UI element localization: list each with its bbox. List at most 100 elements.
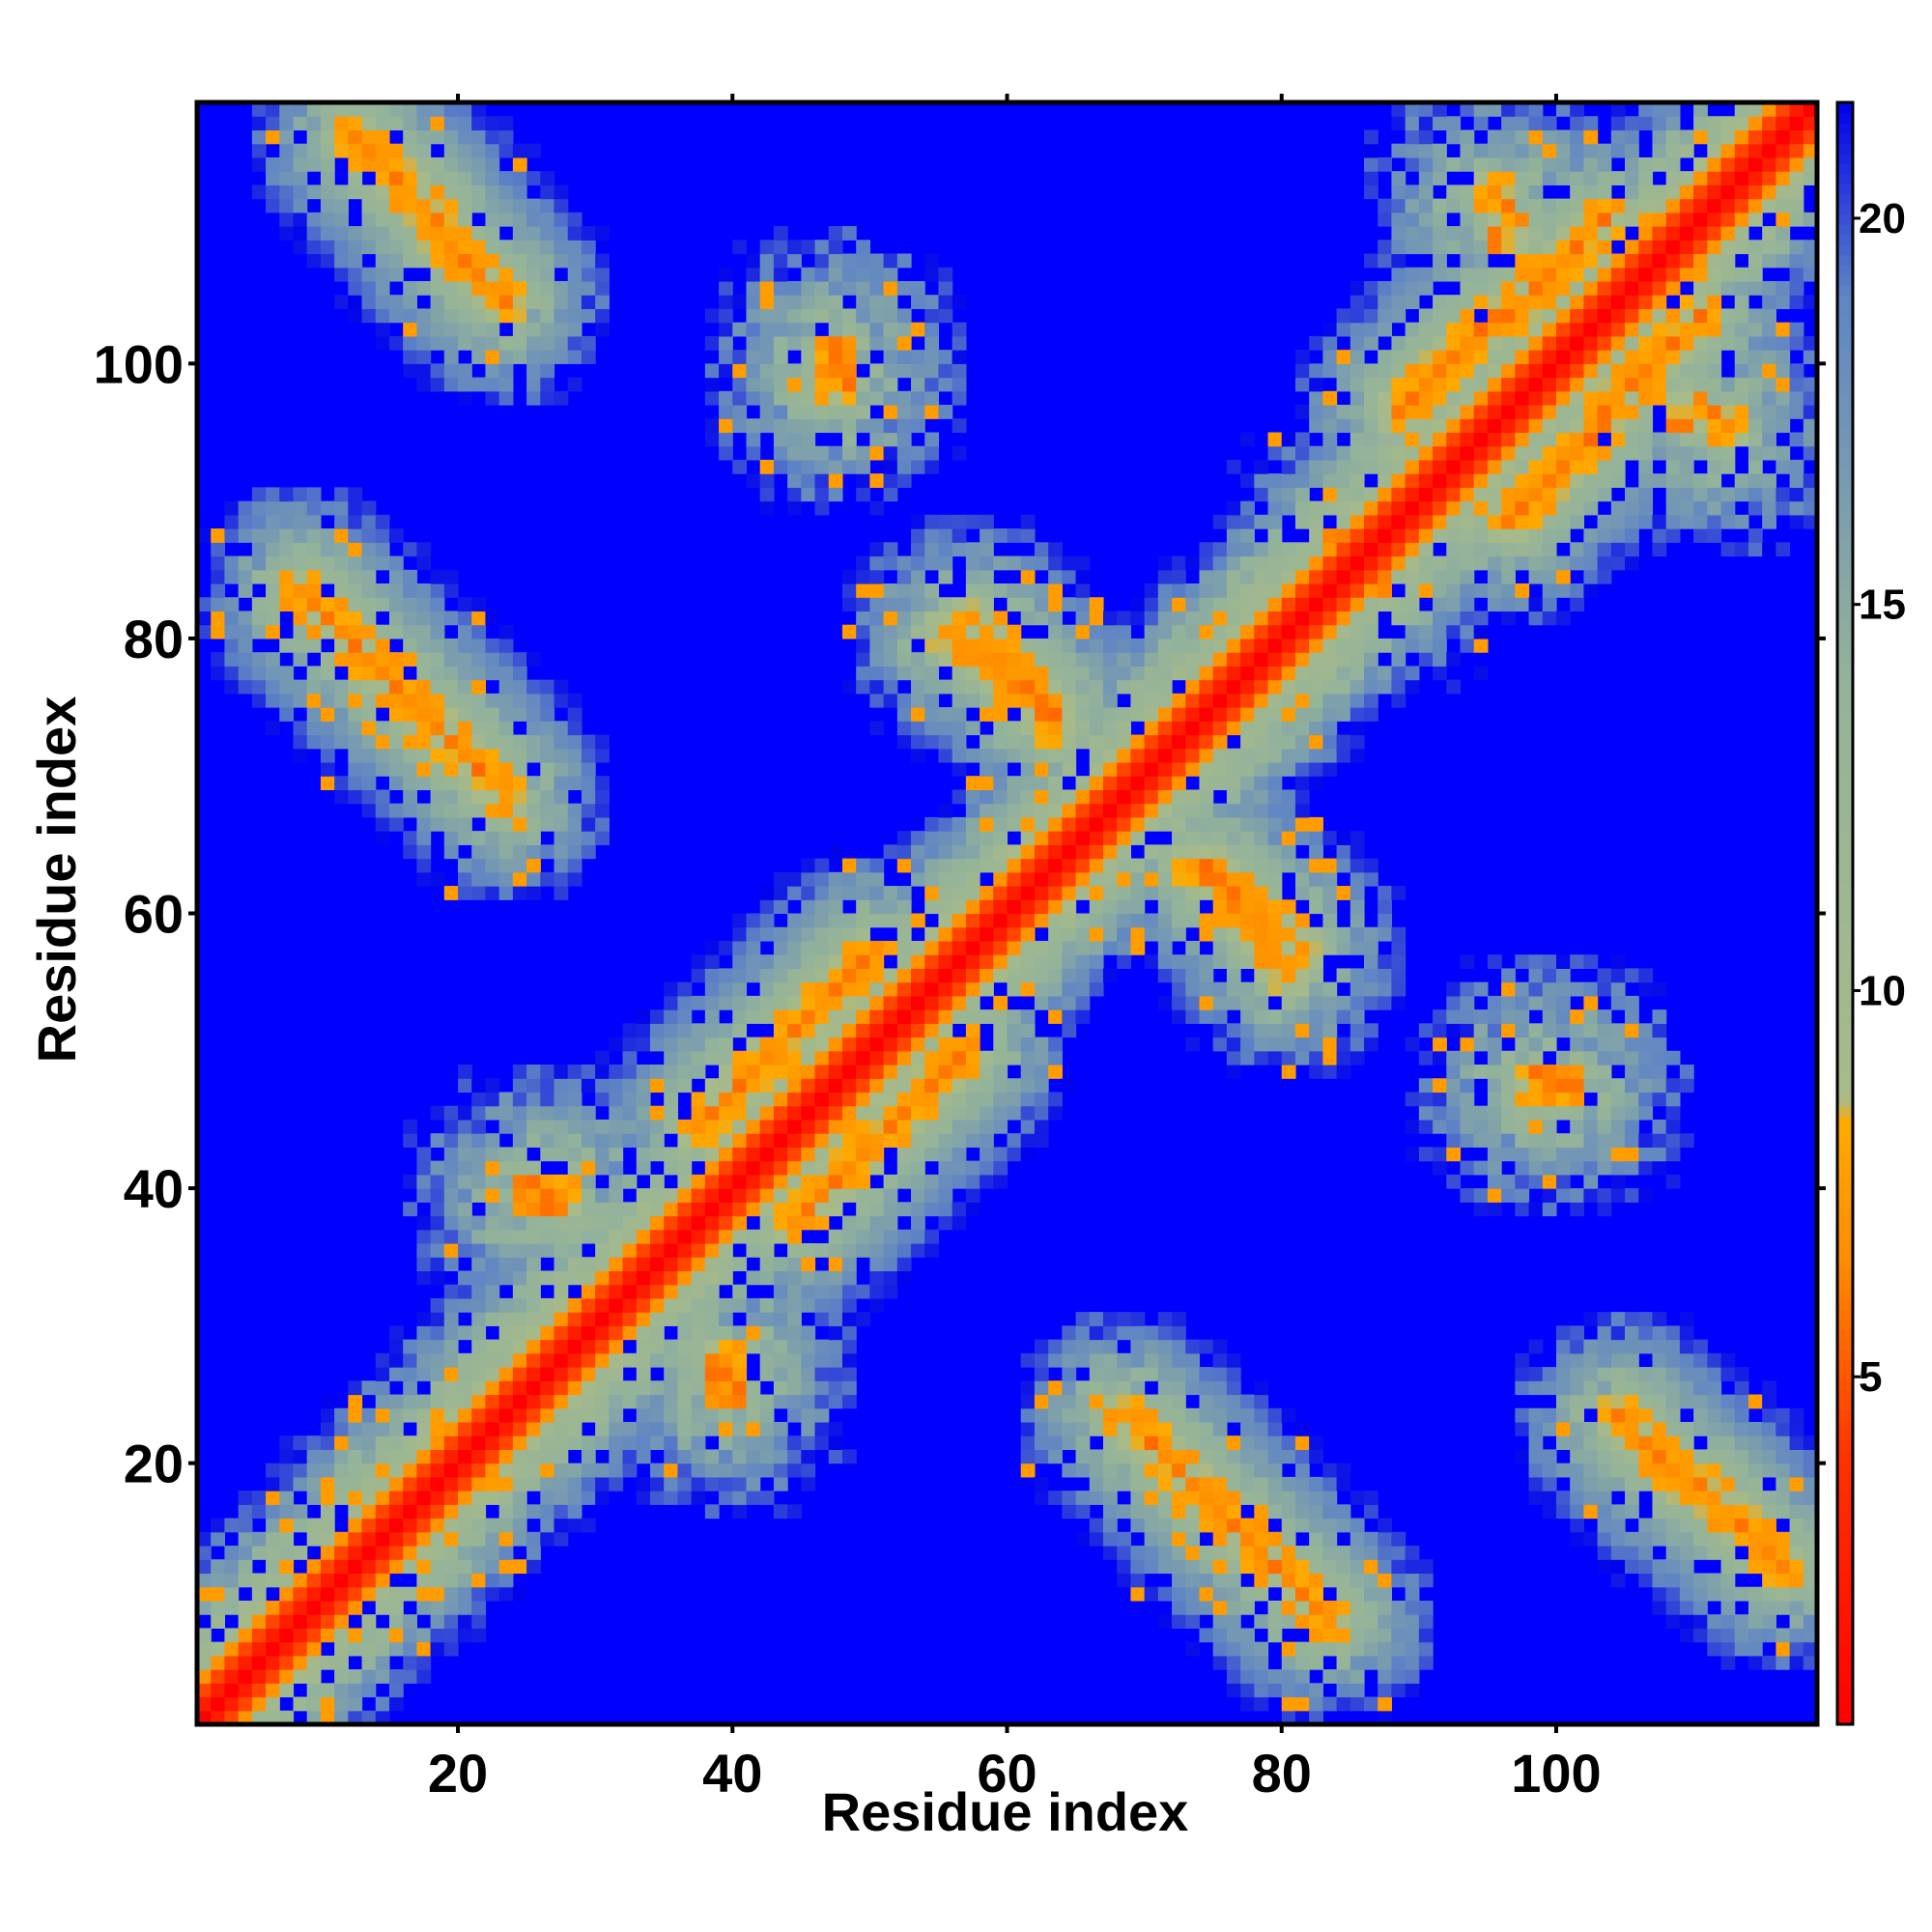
heatmap-cell [512, 748, 527, 763]
heatmap-cell [361, 514, 377, 529]
heatmap-cell [856, 1078, 870, 1094]
heatmap-cell [1048, 886, 1063, 900]
heatmap-cell [746, 432, 761, 447]
heatmap-cell [266, 1518, 280, 1533]
heatmap-cell [1102, 776, 1118, 791]
heatmap-cell [649, 1023, 665, 1038]
heatmap-cell [1473, 295, 1489, 310]
heatmap-cell [498, 1119, 514, 1134]
heatmap-cell [704, 1476, 720, 1492]
heatmap-cell [279, 528, 295, 543]
heatmap-cell [251, 1614, 267, 1629]
heatmap-cell [677, 1160, 693, 1176]
heatmap-cell [759, 1202, 775, 1217]
heatmap-cell [306, 707, 322, 722]
heatmap-cell [649, 1078, 665, 1094]
heatmap-cell [1405, 198, 1420, 213]
heatmap-cell [704, 1050, 720, 1065]
heatmap-cell [1062, 1023, 1077, 1038]
heatmap-cell [375, 652, 390, 667]
heatmap-cell [828, 913, 843, 928]
heatmap-cell [334, 1600, 349, 1615]
heatmap-cell [814, 1174, 830, 1189]
heatmap-cell [1075, 1531, 1091, 1547]
heatmap-cell [1350, 528, 1365, 543]
heatmap-cell [1309, 968, 1323, 983]
heatmap-cell [1267, 1628, 1283, 1643]
heatmap-cell [1254, 1504, 1269, 1520]
heatmap-cell [814, 1160, 830, 1176]
heatmap-cell [1281, 954, 1296, 969]
heatmap-cell [1089, 1518, 1104, 1533]
heatmap-cell [1034, 816, 1049, 832]
heatmap-cell [1020, 1023, 1036, 1038]
heatmap-cell [1226, 514, 1241, 529]
heatmap-cell [1157, 1339, 1173, 1354]
heatmap-cell [403, 1559, 417, 1575]
heatmap-cell [388, 1614, 404, 1629]
heatmap-cell [677, 1119, 693, 1134]
heatmap-cell [471, 1463, 487, 1478]
heatmap-cell [911, 377, 925, 392]
heatmap-cell [704, 1215, 720, 1231]
heatmap-cell [1226, 954, 1241, 969]
heatmap-cell [1391, 295, 1406, 310]
heatmap-cell [636, 1229, 651, 1244]
heatmap-cell [636, 1380, 651, 1396]
heatmap-cell [1364, 487, 1378, 502]
heatmap-cell [980, 1147, 994, 1162]
heatmap-cell [1034, 693, 1049, 708]
heatmap-cell [430, 1105, 445, 1121]
heatmap-cell [1185, 638, 1201, 653]
heatmap-cell [911, 1229, 925, 1244]
heatmap-cell [238, 611, 253, 626]
heatmap-cell [924, 1078, 940, 1094]
heatmap-cell [1281, 995, 1296, 1010]
heatmap-cell [416, 1600, 432, 1615]
heatmap-cell [458, 831, 472, 845]
heatmap-cell [1446, 597, 1462, 612]
heatmap-cell [471, 1546, 487, 1560]
heatmap-cell [1226, 569, 1241, 584]
heatmap-cell [719, 1367, 733, 1381]
heatmap-cell [883, 597, 898, 612]
heatmap-cell [1336, 583, 1351, 598]
heatmap-cell [1391, 1600, 1406, 1615]
heatmap-cell [581, 1491, 596, 1505]
heatmap-cell [526, 240, 541, 255]
heatmap-cell [759, 1092, 775, 1107]
heatmap-cell [896, 432, 912, 447]
heatmap-cell [841, 1050, 857, 1065]
heatmap-cell [759, 899, 775, 915]
heatmap-cell [704, 968, 720, 983]
heatmap-cell [388, 597, 404, 612]
heatmap-cell [965, 1202, 980, 1217]
heatmap-cell [1433, 102, 1447, 117]
heatmap-cell [1062, 569, 1077, 584]
heatmap-cell [458, 363, 472, 379]
heatmap-cell [1391, 1559, 1406, 1575]
heatmap-cell [251, 129, 267, 145]
heatmap-cell [526, 734, 541, 750]
heatmap-cell [1089, 1476, 1104, 1492]
heatmap-cell [1322, 528, 1338, 543]
heatmap-cell [911, 1009, 925, 1024]
heatmap-cell [746, 280, 761, 296]
heatmap-cell [1020, 886, 1036, 900]
heatmap-cell [1322, 858, 1338, 873]
heatmap-cell [773, 363, 788, 379]
heatmap-cell [512, 143, 527, 158]
heatmap-cell [498, 1435, 514, 1450]
heatmap-cell [732, 1257, 748, 1272]
heatmap-cell [375, 295, 390, 310]
heatmap-cell [540, 212, 555, 227]
heatmap-cell [938, 1105, 953, 1121]
heatmap-cell [1117, 913, 1131, 928]
heatmap-cell [1062, 1078, 1077, 1094]
heatmap-cell [1405, 569, 1420, 584]
heatmap-cell [896, 1023, 912, 1038]
heatmap-cell [498, 886, 514, 900]
heatmap-cell [1185, 940, 1201, 955]
heatmap-cell [1378, 1669, 1393, 1684]
heatmap-cell [1075, 638, 1091, 653]
